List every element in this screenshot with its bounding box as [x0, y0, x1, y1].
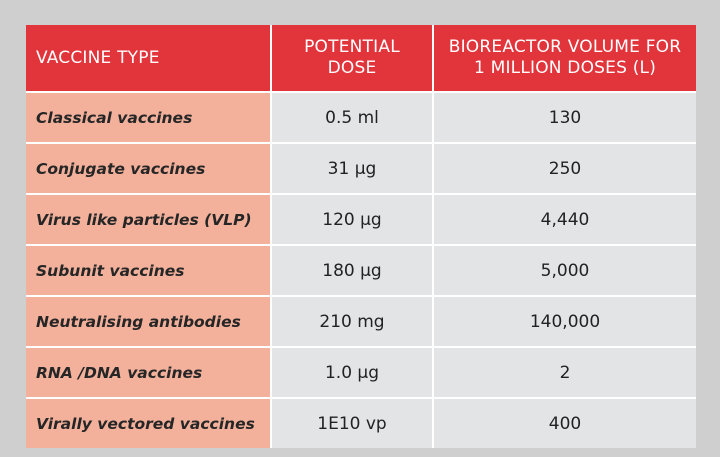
vaccine-type-cell: Classical vaccines — [26, 92, 272, 144]
dose-cell: 1.0 µg — [271, 347, 434, 399]
volume-cell: 130 — [433, 92, 696, 144]
vaccine-table-frame: Vaccine type Potential dose Bioreactor v… — [26, 25, 696, 448]
header-bioreactor-volume: Bioreactor volume for 1 million doses (L… — [433, 25, 696, 93]
header-potential-dose: Potential dose — [271, 25, 434, 93]
dose-cell: 31 µg — [271, 143, 434, 195]
header-row: Vaccine type Potential dose Bioreactor v… — [26, 25, 696, 93]
volume-cell: 4,440 — [433, 194, 696, 246]
header-volume-line1: Bioreactor volume for — [448, 37, 682, 57]
vaccine-table: Vaccine type Potential dose Bioreactor v… — [26, 25, 696, 448]
table-row: RNA /DNA vaccines 1.0 µg 2 — [26, 347, 696, 399]
vaccine-type-cell: Virally vectored vaccines — [26, 398, 272, 448]
vaccine-type-cell: Neutralising antibodies — [26, 296, 272, 348]
dose-cell: 180 µg — [271, 245, 434, 297]
header-volume-line2: 1 million doses (L) — [473, 58, 657, 78]
volume-cell: 400 — [433, 398, 696, 448]
volume-cell: 140,000 — [433, 296, 696, 348]
header-vaccine-type: Vaccine type — [26, 25, 272, 93]
vaccine-type-cell: Conjugate vaccines — [26, 143, 272, 195]
volume-cell: 2 — [433, 347, 696, 399]
table-row: Virus like particles (VLP) 120 µg 4,440 — [26, 194, 696, 246]
table-row: Neutralising antibodies 210 mg 140,000 — [26, 296, 696, 348]
table-row: Classical vaccines 0.5 ml 130 — [26, 92, 696, 144]
vaccine-type-cell: RNA /DNA vaccines — [26, 347, 272, 399]
vaccine-type-cell: Virus like particles (VLP) — [26, 194, 272, 246]
volume-cell: 250 — [433, 143, 696, 195]
table-row: Conjugate vaccines 31 µg 250 — [26, 143, 696, 195]
table-row: Virally vectored vaccines 1E10 vp 400 — [26, 398, 696, 448]
dose-cell: 120 µg — [271, 194, 434, 246]
dose-cell: 1E10 vp — [271, 398, 434, 448]
volume-cell: 5,000 — [433, 245, 696, 297]
dose-cell: 210 mg — [271, 296, 434, 348]
dose-cell: 0.5 ml — [271, 92, 434, 144]
vaccine-type-cell: Subunit vaccines — [26, 245, 272, 297]
table-row: Subunit vaccines 180 µg 5,000 — [26, 245, 696, 297]
